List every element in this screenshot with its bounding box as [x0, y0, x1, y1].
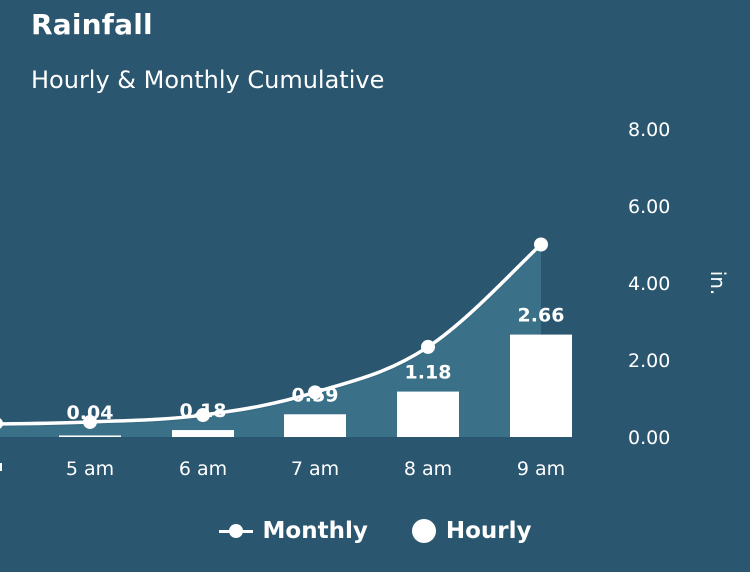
legend: Monthly Hourly — [0, 518, 750, 544]
x-tick-label: 5 am — [66, 458, 114, 480]
monthly-point — [0, 418, 3, 429]
chart-subtitle: Hourly & Monthly Cumulative — [31, 66, 385, 94]
monthly-point — [308, 385, 322, 400]
x-tick-label: 7 am — [291, 458, 339, 480]
hourly-bar — [510, 334, 572, 437]
circle-marker-icon — [411, 519, 436, 543]
bar-data-label: 1.18 — [405, 362, 452, 384]
line-marker-icon — [218, 524, 253, 538]
x-tick-label: 6 am — [179, 458, 227, 480]
monthly-area — [0, 244, 541, 437]
rainfall-chart: 0.04 0.18 0.59 1.18 2.66 5 am 6 am 7 am 8 am 9 am… — [0, 119, 730, 480]
y-tick-label: 4.00 — [628, 273, 670, 295]
hourly-bar — [284, 414, 346, 437]
x-tick-fragment — [0, 463, 2, 471]
bar-data-label: 0.18 — [180, 400, 227, 422]
bar-data-label: 0.59 — [292, 384, 339, 406]
chart-title: Rainfall — [31, 8, 153, 41]
legend-label-hourly: Hourly — [445, 518, 532, 544]
hourly-bar — [59, 435, 121, 437]
y-tick-label: 0.00 — [628, 427, 670, 449]
monthly-point — [196, 408, 210, 423]
bar-data-label: 2.66 — [518, 305, 565, 327]
y-tick-label: 8.00 — [628, 119, 670, 141]
x-tick-label: 9 am — [517, 458, 565, 480]
bar-data-label: 0.04 — [67, 402, 114, 424]
monthly-point — [534, 237, 548, 252]
y-tick-label: 2.00 — [628, 350, 670, 372]
legend-item-monthly[interactable]: Monthly — [218, 518, 368, 544]
hourly-bar — [397, 391, 459, 437]
y-axis-label: in. — [706, 271, 730, 296]
x-tick-label: 8 am — [404, 458, 452, 480]
hourly-bar — [172, 430, 234, 437]
legend-label-monthly: Monthly — [262, 518, 368, 544]
monthly-point — [83, 414, 97, 429]
legend-item-hourly[interactable]: Hourly — [411, 518, 532, 544]
y-tick-label: 6.00 — [628, 196, 670, 218]
monthly-point — [421, 339, 435, 354]
